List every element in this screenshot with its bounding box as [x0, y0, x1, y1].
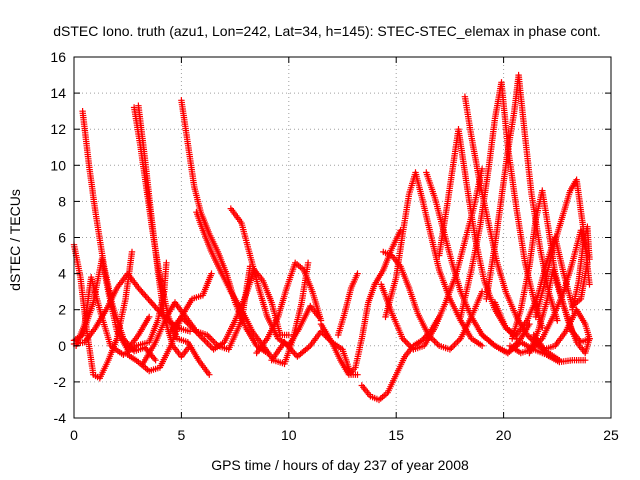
series-arc-33 — [569, 223, 593, 313]
chart-title: dSTEC Iono. truth (azu1, Lon=242, Lat=34… — [53, 23, 600, 39]
x-tick-label: 25 — [603, 427, 619, 443]
data-point — [586, 281, 593, 288]
series-arc-31 — [478, 331, 589, 366]
series-arc-10 — [178, 97, 271, 357]
series-arc-21 — [382, 169, 486, 349]
series-arc-07 — [135, 102, 194, 360]
y-tick-label: 2 — [58, 302, 66, 318]
data-point — [206, 371, 213, 378]
y-tick-label: 0 — [58, 338, 66, 354]
series-arc-32 — [491, 234, 591, 339]
data-point — [478, 288, 486, 295]
data-point — [586, 335, 593, 342]
data-point — [151, 355, 158, 362]
y-tick-label: 14 — [50, 85, 66, 101]
data-point — [354, 371, 361, 378]
x-axis-label: GPS time / hours of day 237 of year 2008 — [211, 457, 469, 473]
data-point — [185, 321, 193, 328]
data-point — [146, 313, 153, 321]
y-tick-label: 12 — [50, 121, 66, 137]
series-arc-14 — [253, 259, 325, 357]
axis-ticks: 0 5 10 15 20 25 -4 -2 0 2 4 6 8 10 12 14 16 — [50, 49, 619, 443]
x-tick-label: 5 — [178, 427, 186, 443]
data-point — [196, 332, 203, 339]
data-point — [128, 248, 136, 256]
data-point — [208, 270, 215, 277]
data-point — [152, 357, 159, 364]
data-point — [431, 338, 438, 345]
series-arc-11 — [193, 209, 312, 368]
data-point — [186, 342, 194, 349]
series-arc-25 — [457, 79, 546, 331]
data-point — [446, 346, 454, 353]
series-arc-08 — [124, 270, 215, 375]
x-tick-label: 15 — [388, 427, 404, 443]
series-arc-20 — [378, 165, 486, 353]
data-point — [210, 338, 217, 345]
y-tick-label: -4 — [54, 410, 67, 426]
data-point — [204, 331, 211, 339]
data-point — [582, 357, 589, 364]
y-tick-label: 8 — [58, 193, 66, 209]
x-tick-label: 10 — [281, 427, 297, 443]
x-tick-label: 0 — [70, 427, 78, 443]
data-point — [455, 336, 463, 344]
data-point — [163, 259, 170, 266]
data-point — [190, 326, 197, 333]
series-arc-17 — [335, 270, 361, 339]
data-point — [285, 331, 292, 339]
series-arc-34 — [530, 306, 593, 353]
data-series — [70, 71, 593, 404]
data-point — [586, 256, 593, 263]
data-point — [478, 342, 486, 349]
x-tick-label: 20 — [496, 427, 512, 443]
y-tick-label: 6 — [58, 230, 66, 246]
data-point — [449, 343, 457, 350]
y-tick-label: 4 — [58, 266, 66, 282]
data-point — [402, 338, 409, 345]
y-tick-label: 10 — [50, 157, 66, 173]
data-point — [405, 341, 412, 348]
y-axis-label: dSTEC / TECUs — [7, 189, 23, 291]
y-tick-label: -2 — [54, 374, 67, 390]
series-arc-13 — [227, 205, 323, 349]
data-point — [527, 334, 534, 342]
data-point — [584, 259, 591, 266]
data-point — [354, 270, 361, 277]
data-point — [182, 318, 190, 325]
data-point — [554, 317, 561, 324]
data-point — [199, 335, 207, 342]
y-tick-label: 16 — [50, 49, 66, 65]
data-point — [304, 259, 312, 266]
